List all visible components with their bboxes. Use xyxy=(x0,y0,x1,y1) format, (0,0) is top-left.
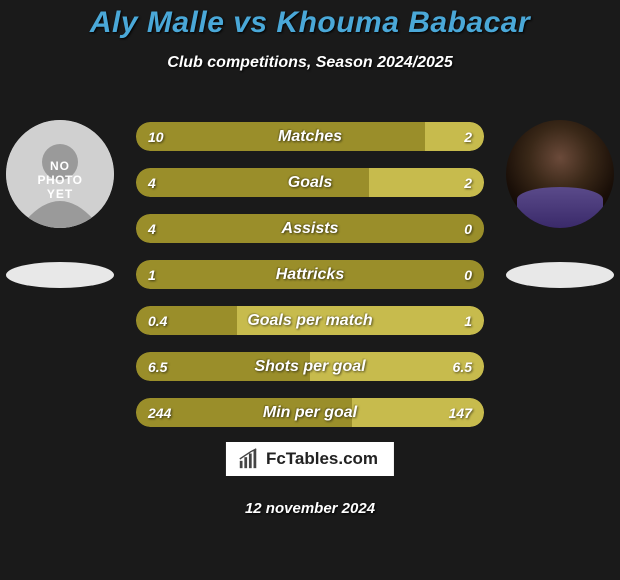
stat-label: Hattricks xyxy=(136,266,484,284)
stat-bar: 0.4Goals per match1 xyxy=(136,306,484,335)
stat-bar: 4Assists0 xyxy=(136,214,484,243)
svg-text:PHOTO: PHOTO xyxy=(38,173,83,187)
stat-bar: 4Goals2 xyxy=(136,168,484,197)
stat-label: Assists xyxy=(136,220,484,238)
subtitle: Club competitions, Season 2024/2025 xyxy=(0,54,620,72)
brand-text: FcTables.com xyxy=(266,449,378,469)
stat-value-right: 6.5 xyxy=(453,359,472,375)
svg-text:NO: NO xyxy=(50,159,70,173)
stat-value-right: 147 xyxy=(449,405,472,421)
stat-label: Matches xyxy=(136,128,484,146)
player-left-name-oval xyxy=(6,262,114,288)
stat-bar: 244Min per goal147 xyxy=(136,398,484,427)
player-right-avatar xyxy=(506,120,614,228)
player-left-avatar-placeholder: NO PHOTO YET xyxy=(6,120,114,228)
brand-chart-icon xyxy=(238,448,260,470)
svg-text:YET: YET xyxy=(47,187,73,201)
stats-bars: 10Matches24Goals24Assists01Hattricks00.4… xyxy=(136,122,484,427)
stat-label: Goals per match xyxy=(136,312,484,330)
player-left-block: NO PHOTO YET xyxy=(4,120,116,288)
stat-bar: 1Hattricks0 xyxy=(136,260,484,289)
stat-value-right: 2 xyxy=(464,129,472,145)
stat-bar: 6.5Shots per goal6.5 xyxy=(136,352,484,381)
stat-label: Min per goal xyxy=(136,404,484,422)
page-title: Aly Malle vs Khouma Babacar xyxy=(0,0,620,40)
stat-value-right: 0 xyxy=(464,267,472,283)
stat-value-right: 0 xyxy=(464,221,472,237)
stat-label: Shots per goal xyxy=(136,358,484,376)
stat-value-right: 1 xyxy=(464,313,472,329)
stat-value-right: 2 xyxy=(464,175,472,191)
stat-label: Goals xyxy=(136,174,484,192)
stat-bar: 10Matches2 xyxy=(136,122,484,151)
date-label: 12 november 2024 xyxy=(0,500,620,517)
player-right-name-oval xyxy=(506,262,614,288)
brand-badge[interactable]: FcTables.com xyxy=(226,442,394,476)
player-right-block xyxy=(504,120,616,288)
